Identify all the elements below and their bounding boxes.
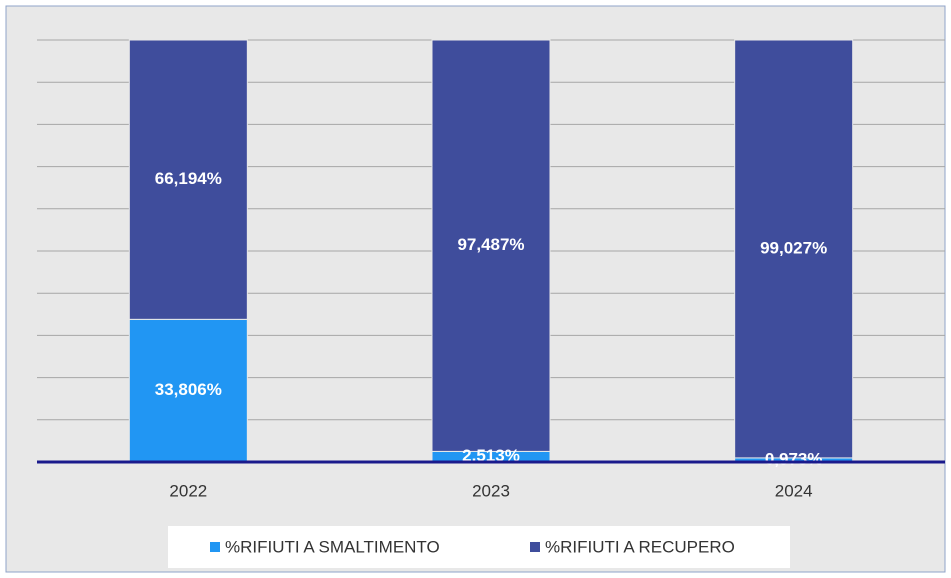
data-label: 2,513% bbox=[462, 446, 520, 465]
data-label: 99,027% bbox=[760, 238, 827, 257]
bar-segment bbox=[734, 39, 854, 459]
legend-swatch bbox=[210, 542, 220, 552]
legend-box bbox=[168, 526, 790, 568]
legend-swatch bbox=[530, 542, 540, 552]
data-label: 0,973% bbox=[765, 449, 823, 468]
bar-segment bbox=[128, 318, 248, 463]
x-tick-label: 2024 bbox=[775, 481, 813, 500]
bar-segment bbox=[431, 39, 551, 452]
x-tick-label: 2022 bbox=[169, 481, 207, 500]
x-tick-label: 2023 bbox=[472, 481, 510, 500]
legend-label: %RIFIUTI A RECUPERO bbox=[545, 537, 735, 556]
data-label: 66,194% bbox=[155, 169, 222, 188]
bar-segment bbox=[128, 39, 248, 320]
legend-label: %RIFIUTI A SMALTIMENTO bbox=[225, 537, 440, 556]
data-label: 97,487% bbox=[457, 235, 524, 254]
data-label: 33,806% bbox=[155, 380, 222, 399]
